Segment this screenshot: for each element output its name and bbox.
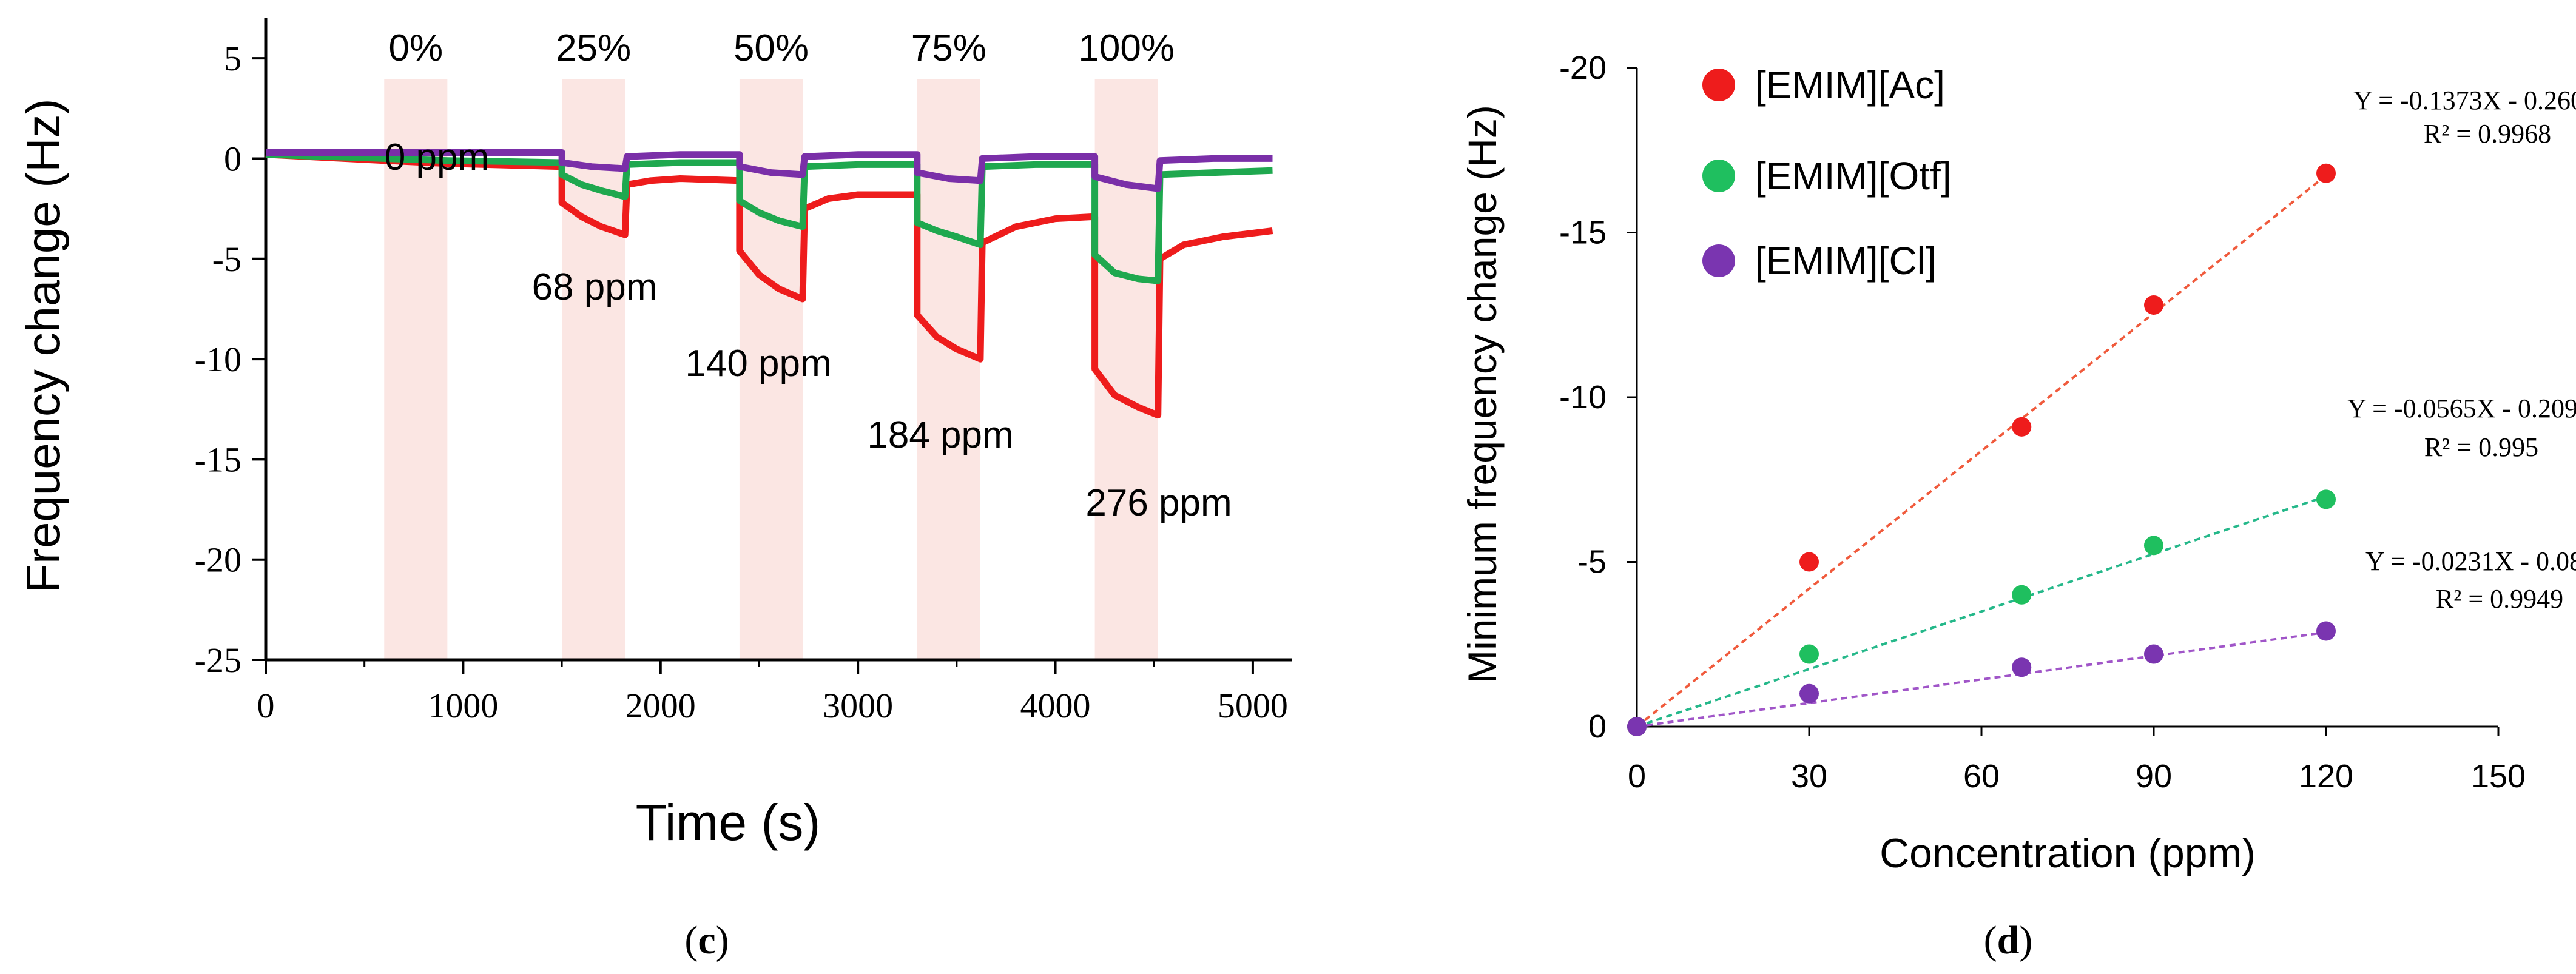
data-point-emimcl-4: [2316, 621, 2336, 641]
y-tick-label-1: -15: [1559, 215, 1607, 251]
y-tick-label-2: -10: [1559, 379, 1607, 415]
fit-line-emimcl: [1636, 631, 2327, 728]
ppm-label-3: 184 ppm: [867, 414, 1013, 456]
data-point-emimac-2: [2012, 417, 2032, 437]
series-line-emimotf: [265, 151, 1273, 284]
x-tick-label-2: 60: [1963, 758, 2000, 794]
ppm-label-1: 68 ppm: [532, 266, 658, 308]
x-tick-label-5: 5000: [1218, 686, 1288, 725]
data-point-emimac-3: [2144, 295, 2163, 315]
data-point-emimotf-1: [1799, 644, 1819, 664]
x-tick-label-5: 150: [2471, 758, 2526, 794]
data-point-emimcl-2: [2012, 657, 2032, 677]
panel-caption-d: (d): [1984, 918, 2033, 962]
percent-label-0: 0%: [388, 27, 443, 69]
legend-marker-1: [1702, 160, 1735, 192]
x-tick-label-1: 1000: [428, 686, 498, 725]
panel-caption-c: (c): [684, 918, 729, 962]
fit-line-emimotf: [1636, 495, 2327, 728]
series-line-emimac: [265, 151, 1273, 419]
fit-equation-0: Y = -0.1373X - 0.2607: [2353, 86, 2576, 115]
fit-r2-0: R² = 0.9968: [2424, 119, 2551, 149]
exposure-window-3: [917, 79, 980, 660]
legend-label-1: [EMIM][Otf]: [1755, 154, 1952, 198]
data-point-emimotf-3: [2144, 536, 2163, 556]
x-tick-label-0: 0: [1628, 758, 1646, 794]
fit-r2-1: R² = 0.995: [2424, 432, 2538, 462]
percent-label-3: 75%: [911, 27, 986, 69]
panel-caption-d-letter: d: [1997, 918, 2020, 962]
y-tick-label-0: 5: [224, 39, 241, 78]
data-point-emimac-4: [2316, 163, 2336, 183]
fit-line-emimac: [1636, 174, 2327, 728]
x-axis-title: Concentration (ppm): [1880, 830, 2256, 876]
y-tick-label-6: -25: [195, 640, 241, 680]
y-axis-title: Minimum frequency change (Hz): [1460, 105, 1505, 683]
x-tick-label-4: 4000: [1020, 686, 1091, 725]
y-tick-label-3: -10: [195, 340, 241, 379]
ppm-label-2: 140 ppm: [685, 343, 831, 385]
percent-label-2: 50%: [733, 27, 809, 69]
ppm-label-0: 0 ppm: [385, 136, 489, 178]
x-tick-label-0: 0: [257, 686, 275, 725]
ppm-label-4: 276 ppm: [1085, 482, 1232, 524]
fit-equation-2: Y = -0.0231X - 0.0899: [2365, 546, 2576, 576]
y-axis-title: Frequency change (Hz): [16, 98, 70, 593]
y-tick-label-3: -5: [1577, 544, 1607, 580]
data-point-emimotf-2: [2012, 585, 2032, 605]
fit-r2-2: R² = 0.9949: [2436, 584, 2563, 614]
x-tick-label-4: 120: [2299, 758, 2353, 794]
data-point-emimcl-3: [2144, 644, 2163, 664]
y-tick-label-4: 0: [1588, 708, 1607, 745]
fit-equation-1: Y = -0.0565X - 0.2098: [2347, 394, 2576, 423]
legend-label-2: [EMIM][Cl]: [1755, 239, 1937, 283]
data-point-emimcl-0: [1627, 717, 1647, 736]
legend-marker-2: [1702, 244, 1735, 277]
y-tick-label-5: -20: [195, 540, 241, 580]
exposure-window-1: [562, 79, 625, 660]
x-tick-label-1: 30: [1791, 758, 1827, 794]
x-tick-label-2: 2000: [625, 686, 696, 725]
data-point-emimac-1: [1799, 552, 1819, 572]
y-tick-label-2: -5: [212, 240, 241, 279]
y-tick-label-4: -15: [195, 440, 241, 479]
x-axis-title: Time (s): [636, 794, 821, 851]
panel-caption-c-letter: c: [698, 918, 715, 962]
percent-label-1: 25%: [556, 27, 631, 69]
data-point-emimcl-1: [1799, 683, 1819, 704]
y-tick-label-0: -20: [1559, 50, 1607, 86]
data-point-emimotf-4: [2316, 489, 2336, 509]
exposure-window-4: [1094, 79, 1158, 660]
legend-marker-0: [1702, 69, 1735, 101]
panel-c-chart: 5 0 -5 -10 -15 -20 -25 0 1000 2000 3000 4000 5000 0% 0…: [16, 18, 1292, 962]
x-tick-label-3: 90: [2136, 758, 2172, 794]
y-tick-label-1: 0: [224, 139, 241, 178]
x-tick-label-3: 3000: [823, 686, 893, 725]
legend-label-0: [EMIM][Ac]: [1755, 63, 1945, 107]
panel-d-chart: -20 -15 -10 -5 00 30 60 90 120 150 Y = -0.1373X - …: [1460, 50, 2576, 962]
exposure-window-0: [384, 79, 448, 660]
percent-label-4: 100%: [1078, 27, 1175, 69]
series-line-emimcl: [266, 149, 1273, 192]
